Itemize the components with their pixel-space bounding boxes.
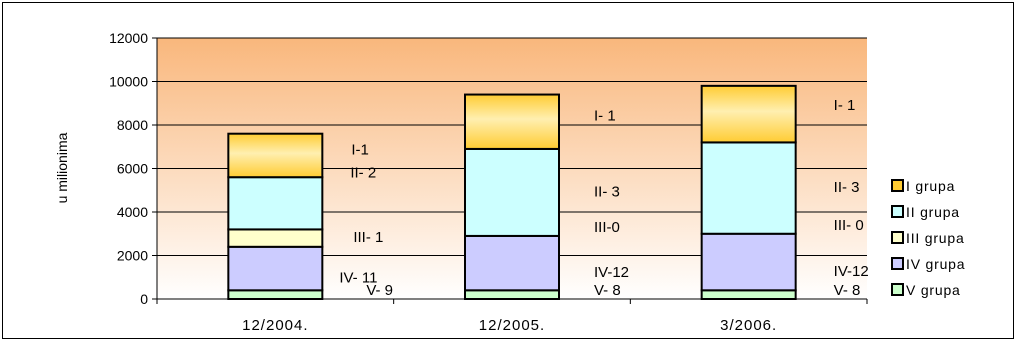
legend-label: I grupa	[906, 178, 955, 194]
y-tick-label: 0	[140, 291, 148, 307]
bar-segment-i-grupa	[227, 132, 324, 179]
legend-swatch	[891, 205, 904, 218]
legend-label: II grupa	[906, 204, 960, 220]
y-tick-label: 10000	[109, 74, 148, 90]
legend-item: I grupa	[891, 178, 955, 194]
segment-label: IV-12	[594, 264, 629, 281]
segment-label: II- 3	[594, 183, 620, 200]
bar-segment-ii-grupa	[227, 176, 324, 231]
legend-swatch	[891, 257, 904, 270]
segment-label: V- 8	[594, 282, 621, 299]
segment-label: V- 8	[834, 282, 861, 299]
legend-swatch	[891, 179, 904, 192]
bar-segment-i-grupa	[464, 93, 560, 150]
bar-segment-v-grupa	[700, 289, 797, 300]
bar-segment-ii-grupa	[464, 147, 560, 237]
segment-label: II- 3	[834, 179, 860, 196]
bar-segment-iii-grupa	[227, 228, 324, 248]
legend-label: IV grupa	[906, 256, 965, 272]
legend-item: II grupa	[891, 204, 960, 220]
legend-label: V grupa	[906, 282, 961, 298]
y-tick-label: 12000	[109, 30, 148, 46]
x-tick-label: 3/2006.	[720, 317, 777, 334]
bar-segment-iv-grupa	[700, 232, 797, 292]
bar-segment-ii-grupa	[700, 141, 797, 235]
y-tick-labels: 0 2000 4000 6000 8000 10000 12000	[109, 30, 157, 307]
legend-swatch	[891, 231, 904, 244]
legend-label: III grupa	[906, 230, 965, 246]
x-tick-labels: 12/2004. 12/2005. 3/2006.	[156, 299, 868, 334]
legend-item: IV grupa	[891, 256, 965, 272]
x-tick-label: 12/2005.	[479, 317, 545, 334]
segment-label: V- 9	[366, 282, 393, 299]
segment-label: IV- 11	[339, 270, 377, 287]
bars	[227, 84, 797, 300]
y-axis-label: u milionima	[54, 132, 70, 203]
bar-segment-iv-grupa	[227, 245, 324, 292]
segment-label: I-1	[351, 141, 369, 158]
bar-segment-iv-grupa	[464, 234, 560, 292]
segment-label: IV-12	[834, 263, 869, 280]
segment-label: III- 1	[353, 229, 383, 246]
legend-swatch	[891, 283, 904, 296]
y-tick-label: 4000	[117, 204, 148, 220]
y-tick-label: 2000	[117, 248, 148, 264]
bar-segment-v-grupa	[227, 289, 324, 300]
bar-segment-v-grupa	[464, 289, 560, 300]
y-tick-label: 6000	[117, 161, 148, 177]
bar-segment-i-grupa	[700, 84, 797, 144]
legend-item: V grupa	[891, 282, 961, 298]
segment-label: I- 1	[594, 108, 616, 125]
segment-label: II- 2	[350, 164, 376, 181]
x-tick-label: 12/2004.	[242, 317, 308, 334]
segment-label: III-0	[594, 219, 620, 236]
legend-item: III grupa	[891, 230, 965, 246]
segment-label: I- 1	[834, 97, 856, 114]
legend: I grupa II grupa III grupa IV grupa V grupa	[891, 178, 965, 298]
y-tick-label: 8000	[117, 117, 148, 133]
segment-label: III- 0	[834, 217, 864, 234]
